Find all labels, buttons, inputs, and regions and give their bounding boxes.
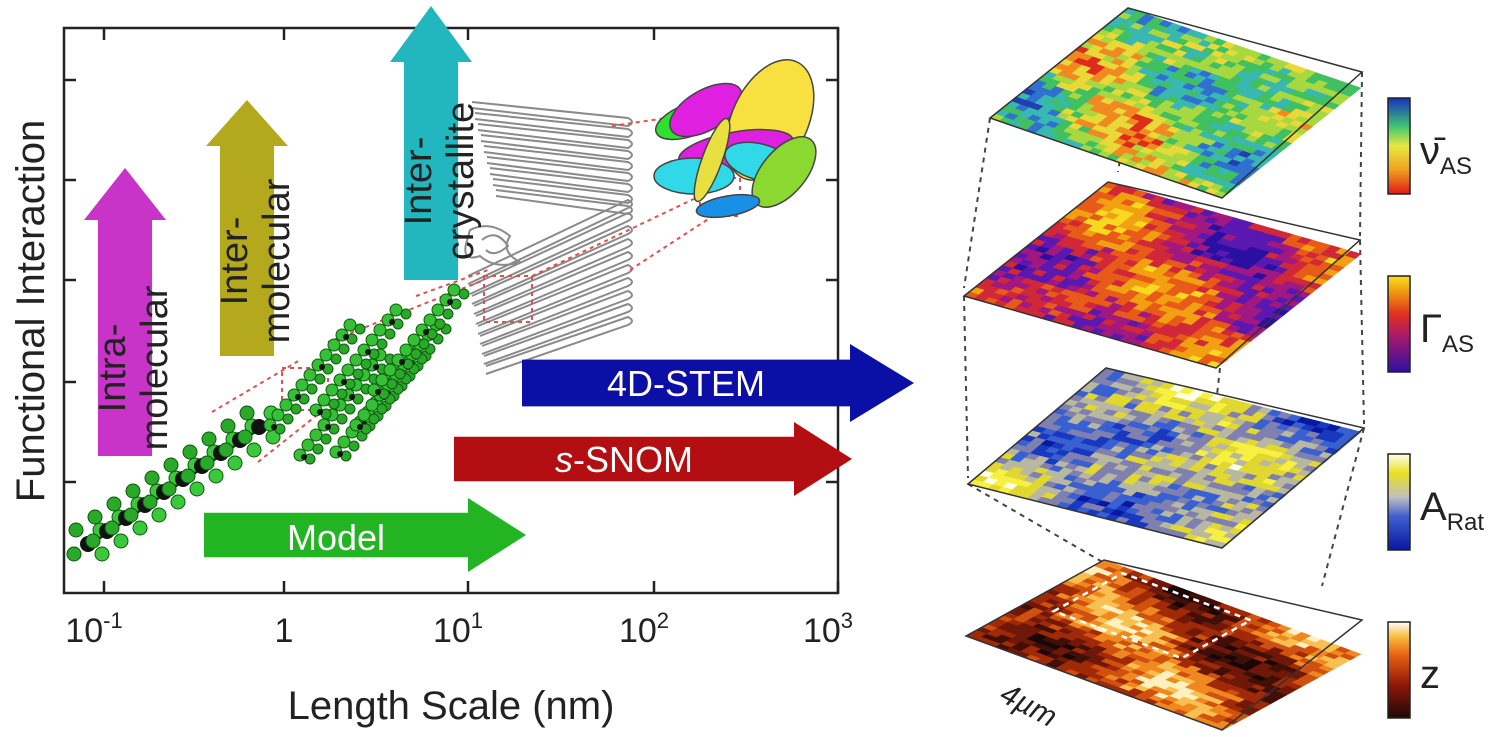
map-layer [964,559,1364,731]
map-layer [962,181,1362,369]
map-layer [988,7,1364,199]
technique-arrow-label: s-SNOM [555,439,693,480]
technique-arrow-label: 4D-STEM [607,363,765,404]
interaction-arrow [84,168,166,456]
colorbar-label: ΓAS [1420,307,1474,358]
technique-arrow-label: Model [287,517,385,558]
axis-ticks [64,28,840,593]
interaction-arrow-label: Intra-molecular [92,285,176,450]
colorbar [1387,275,1411,373]
colorbar-label: ν̄AS [1420,129,1472,180]
x-tick-label: 102 [619,608,669,650]
x-axis-label: Length Scale (nm) [288,684,615,728]
x-tick-label: 1 [275,612,294,650]
x-tick-label: 10-1 [65,608,122,650]
x-tick-labels: 10-1 1 101 102 103 [65,608,853,650]
colorbar [1387,453,1411,551]
stacked-maps: ν̄AS ΓAS ARat z 4µm [962,7,1484,734]
x-tick-label: 101 [433,608,483,650]
interaction-arrow [206,100,288,356]
technique-arrow [204,498,526,572]
polymer-chain [66,405,281,562]
technique-arrow [454,422,852,496]
interaction-arrow-label: Inter-crystallite [398,102,482,260]
technique-arrow [522,344,914,422]
plot-frame [62,26,840,595]
molecular-stacks [263,283,470,465]
map-layer [966,367,1366,549]
scale-bar-label: 4µm [995,677,1063,732]
colorbar [1387,621,1411,719]
colorbar [1387,97,1411,195]
length-scale-plot: 10-1 1 101 102 103 Functional Interaction Le… [9,6,914,728]
x-tick-label: 103 [803,608,853,650]
lamellae-sketch [464,101,633,375]
y-axis-label: Functional Interaction [9,120,53,502]
technique-arrows: 4D-STEM s-SNOM Model [204,344,914,572]
colorbar-label: ARat [1420,485,1484,536]
interaction-arrow-label: Inter-molecular [214,178,298,343]
interaction-arrows: Intra-molecular Inter-molecular Inter-crys… [84,6,482,456]
crystallite-ellipses [653,59,817,219]
interaction-arrow [390,6,472,280]
colorbar-label: z [1420,653,1440,697]
